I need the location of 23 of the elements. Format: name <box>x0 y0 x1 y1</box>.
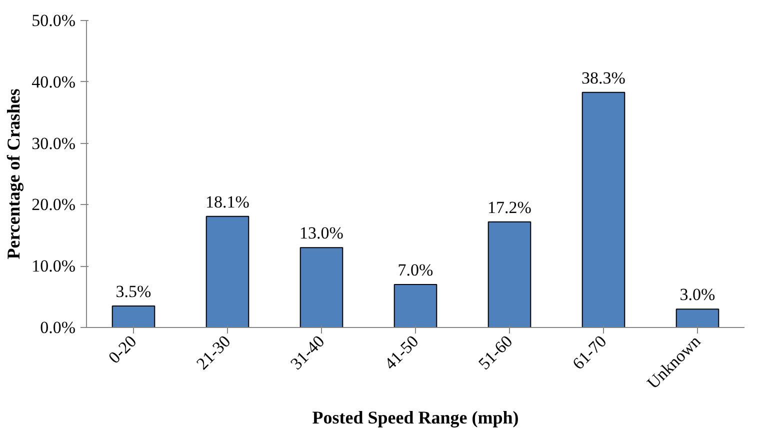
data-label: 18.1% <box>206 192 250 212</box>
y-axis-title: Percentage of Crashes <box>4 88 24 260</box>
x-axis-title: Posted Speed Range (mph) <box>312 407 519 428</box>
y-tick-label: 0.0% <box>40 318 76 337</box>
data-label: 13.0% <box>300 224 344 243</box>
data-label: 17.2% <box>488 198 532 217</box>
y-tick-label: 20.0% <box>32 195 76 214</box>
y-tick-label: 50.0% <box>32 11 76 30</box>
y-tick-label: 30.0% <box>32 134 76 153</box>
bar <box>394 284 438 328</box>
bar <box>206 216 250 328</box>
bar <box>582 92 626 328</box>
x-tick-label: 0-20 <box>104 332 140 368</box>
data-label: 7.0% <box>398 260 434 280</box>
bar <box>488 221 532 328</box>
data-label: 38.3% <box>582 68 626 88</box>
data-label: 3.5% <box>116 282 152 302</box>
data-label: 3.0% <box>680 285 716 304</box>
y-tick-label: 40.0% <box>32 72 76 92</box>
y-tick-label: 10.0% <box>32 256 76 276</box>
bar <box>300 247 344 328</box>
bar <box>112 306 156 328</box>
bar <box>676 308 720 328</box>
